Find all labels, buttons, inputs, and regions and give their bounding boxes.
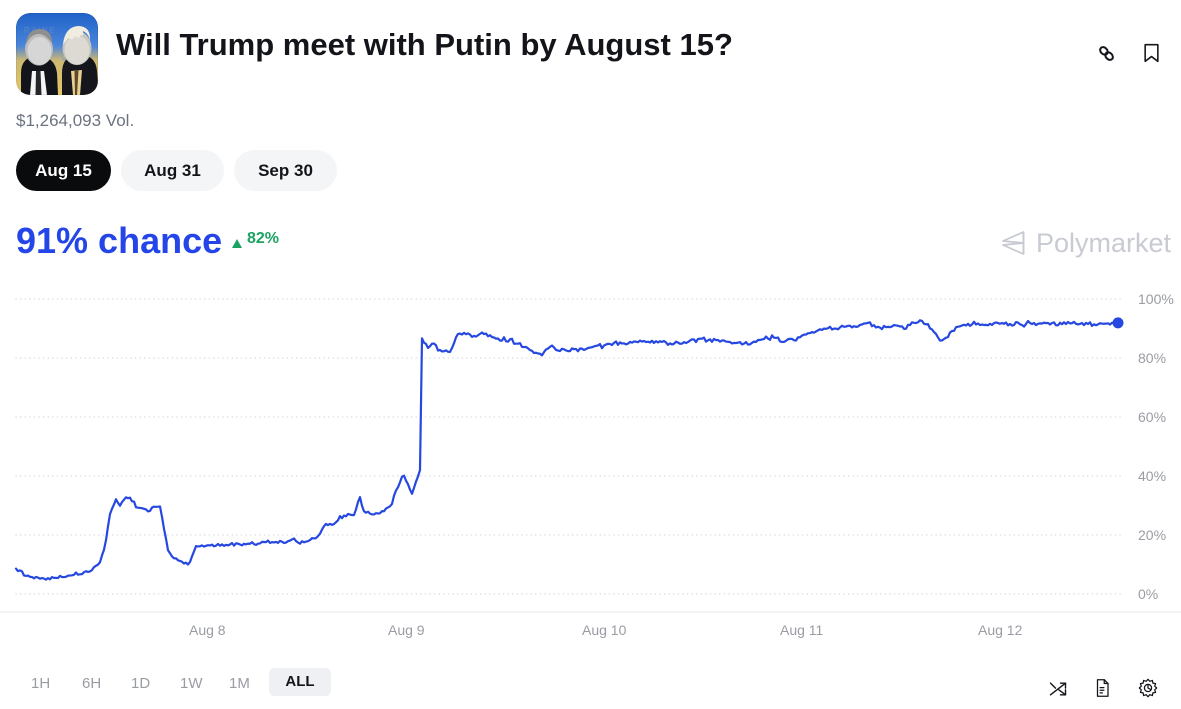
svg-text:40%: 40% (1138, 468, 1166, 484)
svg-text:Aug 11: Aug 11 (780, 622, 824, 638)
svg-text:Aug 9: Aug 9 (388, 622, 425, 638)
svg-text:80%: 80% (1138, 350, 1166, 366)
svg-text:20%: 20% (1138, 527, 1166, 543)
svg-text:60%: 60% (1138, 409, 1166, 425)
svg-text:Aug 8: Aug 8 (189, 622, 226, 638)
svg-text:0%: 0% (1138, 586, 1158, 602)
svg-text:Aug 10: Aug 10 (582, 622, 627, 638)
svg-text:Aug 12: Aug 12 (978, 622, 1023, 638)
svg-text:100%: 100% (1138, 291, 1174, 307)
